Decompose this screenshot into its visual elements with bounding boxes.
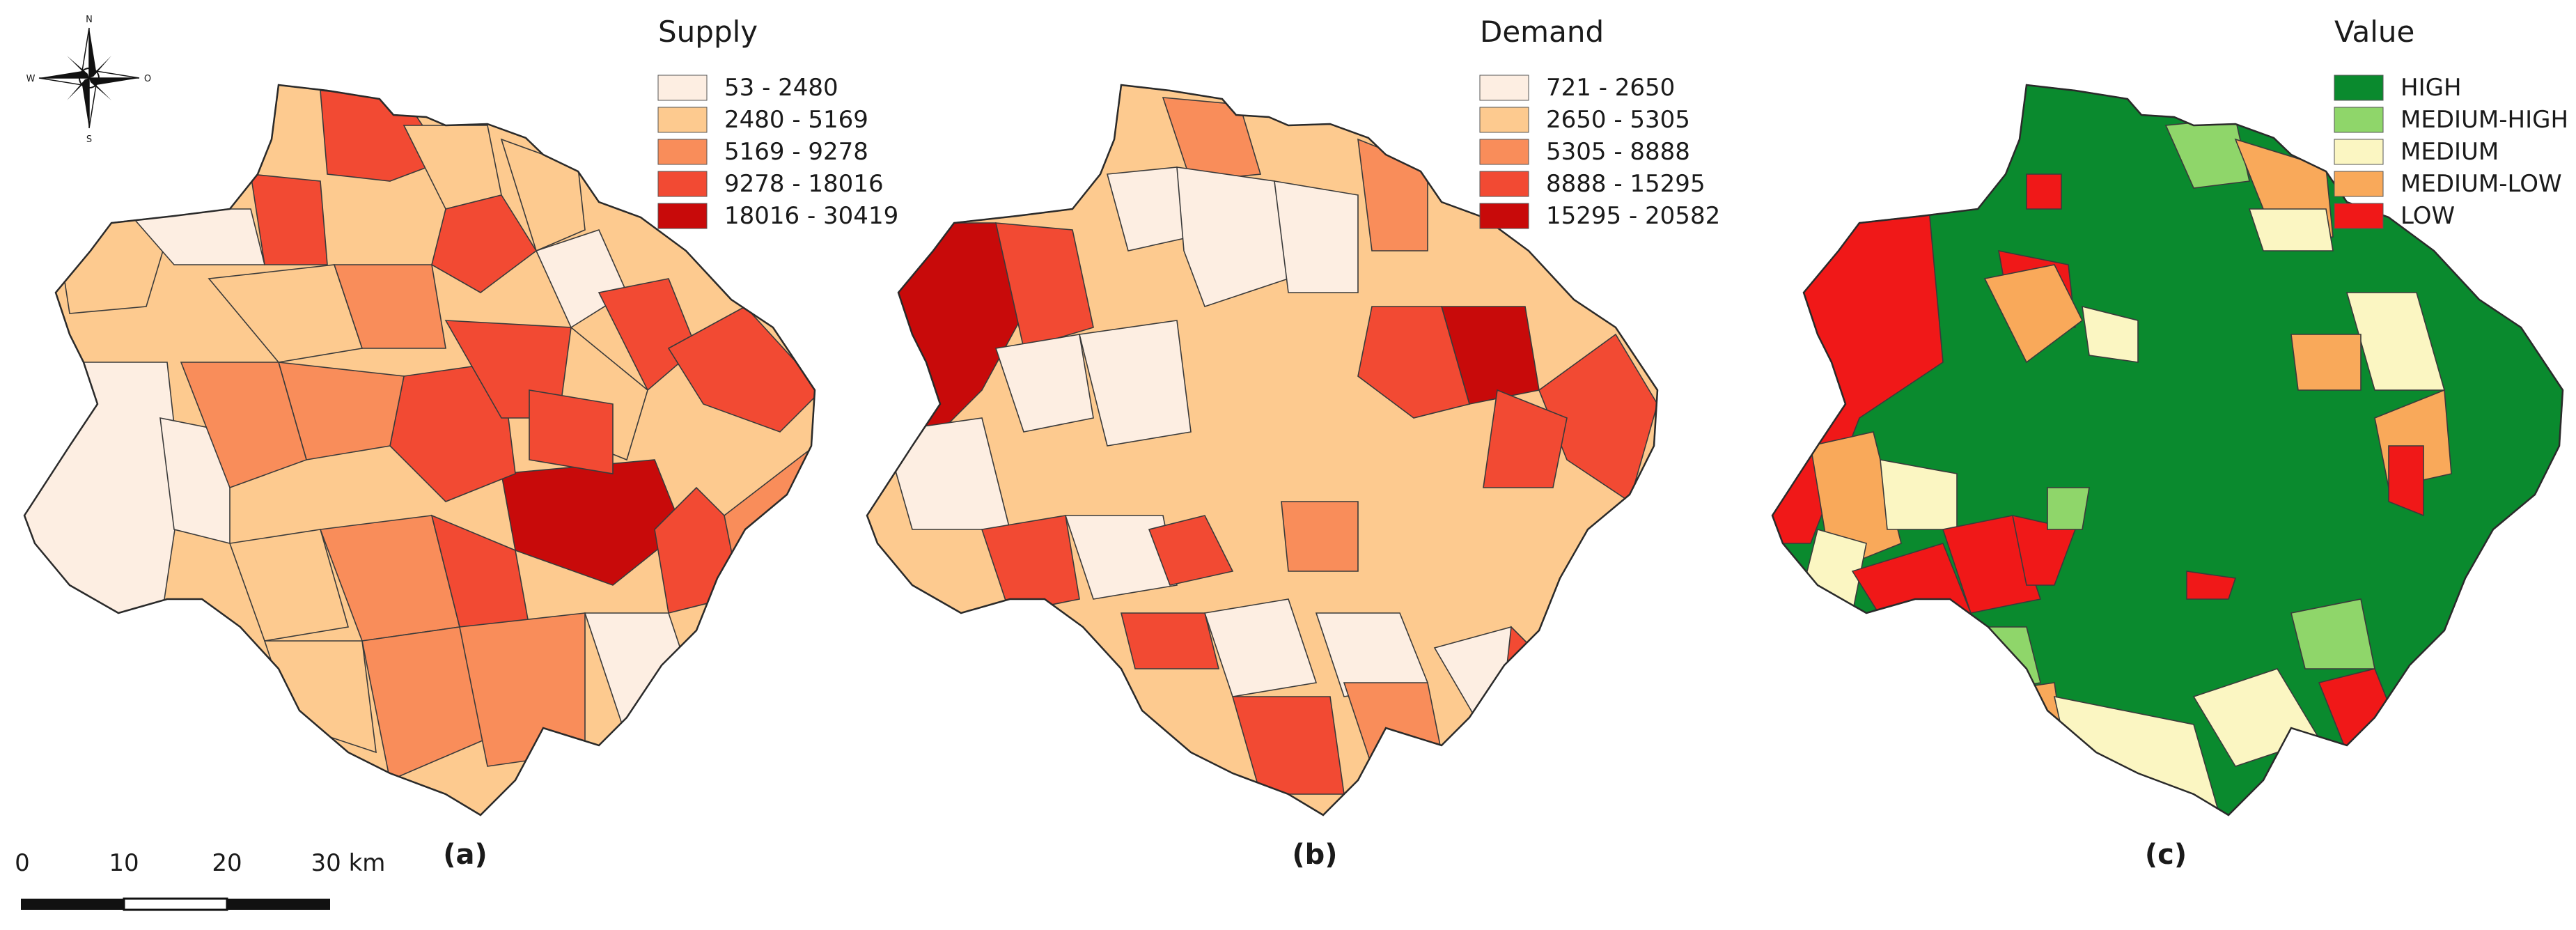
municipality <box>1203 598 1318 697</box>
municipality <box>1064 515 1178 600</box>
scale-tick-label: 20 <box>212 849 242 877</box>
legend-title: Value <box>2334 15 2414 49</box>
municipality <box>667 305 815 433</box>
municipality <box>529 389 614 474</box>
scale-tick-label: 30 km <box>311 849 386 877</box>
municipality <box>2047 487 2090 530</box>
municipality <box>250 173 328 265</box>
municipality <box>1357 306 1470 419</box>
legend-swatch <box>1479 139 1529 165</box>
municipality <box>1120 612 1220 669</box>
municipality <box>1538 333 1657 503</box>
panel-label-a: (a) <box>443 839 487 871</box>
legend-swatch <box>2334 203 2384 229</box>
legend-label: MEDIUM-LOW <box>2401 170 2562 198</box>
municipality <box>263 640 377 754</box>
municipality <box>994 222 1094 350</box>
legend-swatch <box>2334 75 2384 101</box>
legend-swatch <box>657 171 708 197</box>
legend-label: 53 - 2480 <box>724 74 838 102</box>
scale-segment <box>21 899 124 910</box>
municipality <box>1176 166 1289 308</box>
municipality <box>1148 515 1234 586</box>
legend-swatch <box>2334 171 2384 197</box>
legend-title: Supply <box>658 15 758 49</box>
municipality <box>180 362 307 489</box>
legend-swatch <box>1479 107 1529 133</box>
legend-label: MEDIUM-HIGH <box>2401 106 2568 134</box>
demand-map <box>866 84 1659 816</box>
legend-label: MEDIUM <box>2401 138 2499 166</box>
municipality <box>2290 334 2362 391</box>
legend-label: 8888 - 15295 <box>1546 170 1705 198</box>
panel-label-b: (b) <box>1292 839 1337 871</box>
legend-swatch <box>1479 75 1529 101</box>
legend-label: 5169 - 9278 <box>724 138 868 166</box>
legend-swatch <box>657 107 708 133</box>
value-legend: Value HIGH MEDIUM-HIGH MEDIUM MEDIUM-LOW LOW <box>2334 15 2568 230</box>
scale-tick-label: 10 <box>109 849 139 877</box>
legend-swatch <box>657 203 708 229</box>
legend-label: 9278 - 18016 <box>724 170 884 198</box>
municipality <box>1983 264 2084 364</box>
municipality <box>1281 501 1359 572</box>
municipality <box>2082 305 2139 363</box>
compass-east-label: O <box>144 74 151 84</box>
municipality <box>1830 612 1917 683</box>
legend-label: HIGH <box>2401 74 2462 102</box>
municipality <box>994 334 1094 433</box>
scale-tick-label: 0 <box>15 849 30 877</box>
legend-label: 5305 - 8888 <box>1546 138 1690 166</box>
compass-rose-icon: N S W O <box>26 15 152 145</box>
municipality <box>1274 180 1359 293</box>
scale-segment <box>227 899 330 910</box>
scale-segment <box>123 897 228 911</box>
legend-label: LOW <box>2401 202 2455 230</box>
municipality <box>1942 515 2042 614</box>
legend-label: 18016 - 30419 <box>724 202 898 230</box>
municipality <box>981 515 1080 614</box>
municipality <box>1594 514 1651 614</box>
panel-label-c: (c) <box>2145 839 2187 871</box>
municipality <box>2186 571 2237 600</box>
municipality <box>2026 173 2062 210</box>
legend-title: Demand <box>1480 15 1604 49</box>
municipality <box>1079 320 1192 447</box>
municipality <box>431 194 538 293</box>
legend-swatch <box>1479 171 1529 197</box>
supply-legend: Supply 53 - 2480 2480 - 5169 5169 - 9278 92… <box>657 15 898 230</box>
legend-label: 721 - 2650 <box>1546 74 1675 102</box>
municipality <box>2388 445 2424 517</box>
municipality <box>1956 682 2069 781</box>
municipality <box>1483 389 1568 488</box>
legend-swatch <box>657 139 708 165</box>
municipality <box>1162 97 1262 182</box>
municipality <box>2248 208 2334 251</box>
compass-south-label: S <box>86 134 92 145</box>
municipality <box>2290 598 2375 669</box>
legend-label: 2480 - 5169 <box>724 106 868 134</box>
scale-bar: 0 10 20 30 km <box>15 849 386 911</box>
legend-swatch <box>2334 139 2384 165</box>
compass-north-label: N <box>86 15 93 25</box>
demand-choropleth <box>866 84 1659 816</box>
municipality <box>228 529 350 642</box>
municipality <box>333 264 446 349</box>
municipality <box>1942 626 2041 697</box>
legend-swatch <box>657 75 708 101</box>
legend-label: 2650 - 5305 <box>1546 106 1690 134</box>
municipality <box>501 459 683 586</box>
legend-swatch <box>1479 203 1529 229</box>
legend-swatch <box>2334 107 2384 133</box>
compass-west-label: W <box>26 74 36 84</box>
legend-label: 15295 - 20582 <box>1546 202 1720 230</box>
demand-legend: Demand 721 - 2650 2650 - 5305 5305 - 8888 8… <box>1479 15 1720 230</box>
